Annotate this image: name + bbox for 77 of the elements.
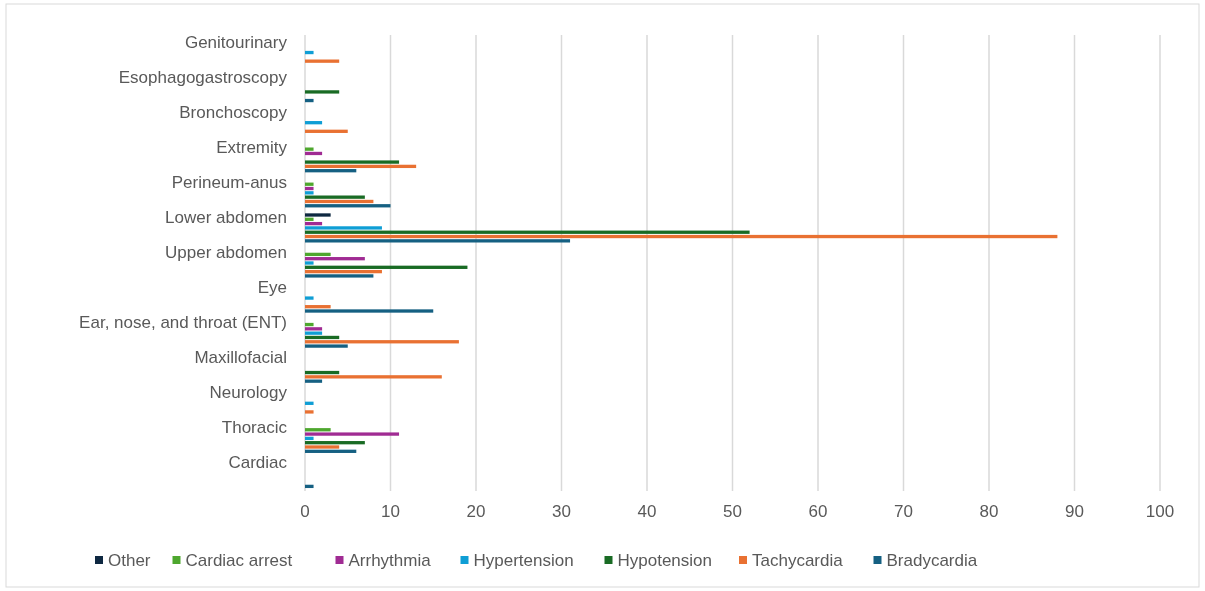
y-tick-label: Esophagogastroscopy — [118, 67, 288, 87]
y-tick-label: Eye — [257, 278, 287, 298]
bar — [305, 164, 417, 169]
bar — [305, 129, 348, 133]
x-tick-label: 60 — [808, 502, 828, 521]
bar — [305, 230, 750, 234]
x-tick-label: 80 — [979, 502, 999, 521]
y-tick-label: Extremity — [216, 137, 288, 157]
y-tick-label: Maxillofacial — [194, 348, 287, 368]
bar — [305, 375, 442, 379]
legend-label: Other — [108, 551, 151, 570]
bar — [305, 428, 331, 432]
x-tick-label: 40 — [637, 502, 657, 521]
bar — [305, 265, 468, 269]
bar — [305, 322, 314, 327]
bar — [305, 274, 374, 278]
bar — [305, 226, 382, 230]
bar — [305, 436, 314, 441]
y-tick-label: Thoracic — [221, 418, 288, 438]
y-tick-label: Cardiac — [228, 453, 288, 473]
bar — [305, 335, 340, 340]
bar — [305, 370, 340, 375]
legend-label: Tachycardia — [752, 551, 844, 570]
x-tick-label: 90 — [1065, 502, 1084, 521]
bar — [305, 445, 340, 449]
y-tick-label: Lower abdomen — [165, 207, 287, 227]
bar — [305, 147, 314, 151]
bar — [305, 449, 357, 453]
bar — [305, 344, 348, 348]
bar — [305, 169, 357, 173]
bar — [305, 269, 382, 274]
bar — [305, 160, 400, 164]
bar — [305, 186, 314, 191]
bar — [305, 50, 314, 55]
x-tick-label: 10 — [381, 502, 400, 521]
bar — [305, 309, 434, 313]
bar — [305, 296, 314, 300]
bar — [305, 305, 331, 309]
bar — [305, 340, 459, 344]
bar — [305, 98, 314, 103]
legend-label: Arrhythmia — [348, 551, 432, 570]
x-tick-label: 0 — [300, 502, 310, 521]
bar — [305, 401, 314, 405]
bar — [305, 252, 331, 257]
bar — [305, 182, 314, 186]
y-tick-label: Bronchoscopy — [179, 102, 288, 122]
bar — [305, 213, 331, 217]
legend-label: Bradycardia — [886, 551, 978, 570]
y-tick-label: Genitourinary — [184, 32, 288, 52]
y-tick-label: Perineum-anus — [171, 172, 287, 192]
bar — [305, 432, 400, 436]
bar — [305, 257, 365, 261]
bar — [305, 217, 314, 221]
x-tick-label: 20 — [466, 502, 486, 521]
bar — [305, 484, 314, 489]
bar — [305, 199, 374, 204]
legend-label: Cardiac arrest — [185, 551, 293, 570]
x-tick-label: 30 — [552, 502, 571, 521]
bar — [305, 239, 571, 243]
bar — [305, 90, 340, 94]
bar — [305, 441, 365, 445]
bar — [305, 331, 323, 335]
bar — [305, 191, 314, 195]
bar — [305, 204, 391, 208]
bar — [305, 195, 365, 199]
y-tick-label: Neurology — [209, 383, 288, 403]
x-tick-label: 50 — [723, 502, 742, 521]
bar — [305, 261, 314, 265]
bar — [305, 234, 1058, 239]
bar — [305, 410, 314, 414]
y-tick-label: Upper abdomen — [165, 243, 287, 262]
x-tick-label: 70 — [894, 502, 913, 521]
bar — [305, 59, 340, 63]
y-tick-label: Ear, nose, and throat (ENT) — [79, 313, 287, 333]
legend-label: Hypotension — [617, 551, 713, 570]
x-tick-label: 100 — [1145, 502, 1175, 521]
legend-label: Hypertension — [473, 551, 574, 570]
